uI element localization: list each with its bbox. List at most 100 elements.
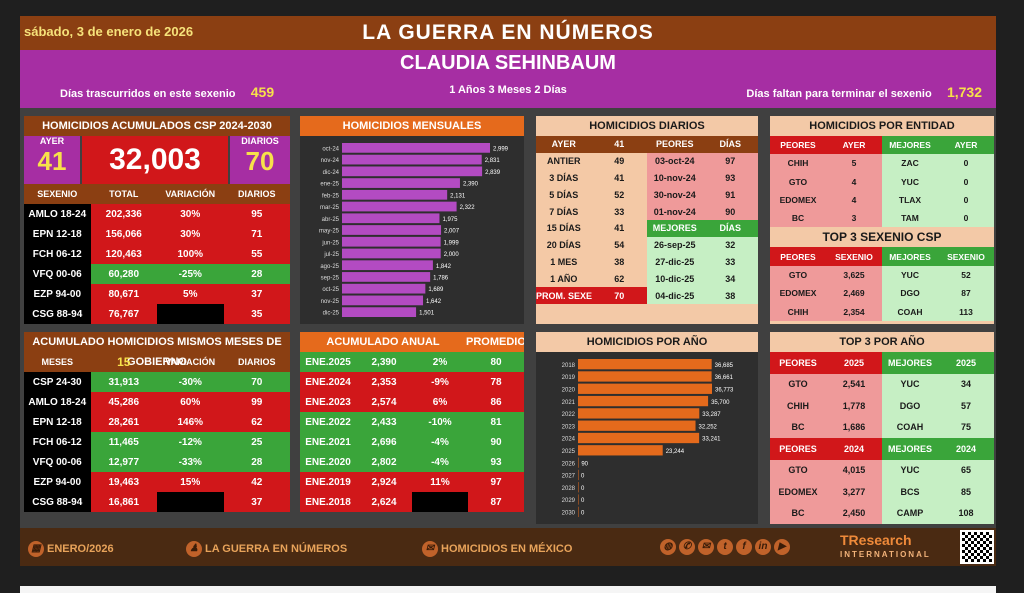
cell: BC [770, 502, 826, 524]
table-row: 15 DÍAS 41 MEJORES DÍAS [536, 219, 758, 237]
cell: TLAX [882, 190, 938, 210]
cell: CHIH [770, 302, 826, 321]
cell: VFQ 00-06 [24, 452, 91, 472]
bar [342, 283, 426, 294]
bar [578, 383, 712, 394]
qr-code-icon[interactable] [960, 530, 994, 564]
facebook-icon[interactable]: f [736, 539, 752, 555]
bar [342, 272, 431, 282]
cell: 95 [223, 204, 290, 224]
anual-panel: ACUMULADO ANUAL PROMEDIO ENE.2025 2,390 2%… [300, 332, 524, 524]
cell: ENE.2023 [300, 392, 356, 412]
data-label: 0 [581, 486, 585, 492]
cell: 45,286 [90, 392, 157, 412]
table-row: BC 2,450 CAMP 108 [770, 502, 994, 524]
table-row: CHIH 1,778 DGO 57 [770, 395, 994, 417]
tick-label: jun-25 [321, 240, 339, 246]
bar [342, 178, 460, 188]
cell: 81 [468, 412, 524, 432]
cell: FCH 06-12 [24, 244, 91, 264]
table-row: VFQ 00-06 12,977 -33% 28 [24, 452, 290, 472]
tick-label: 2029 [562, 498, 576, 504]
cell: 38 [591, 253, 647, 271]
por-anio-title: HOMICIDIOS POR AÑO [536, 332, 758, 352]
top3-anio-table: PEORES 2025 MEJORES 2025 GTO 2,541 YUC 34 CHIH 1,… [770, 352, 994, 524]
ayer-label: AYER [39, 136, 65, 146]
meses-value: 15 [90, 352, 157, 372]
tick-label: abr-25 [322, 217, 340, 223]
cell: 35 [223, 304, 290, 324]
twitter-icon[interactable]: t [717, 539, 733, 555]
col-header: SEXENIO [826, 247, 882, 266]
data-label: 2,831 [485, 158, 501, 164]
cell: 70 [223, 372, 290, 392]
bar [342, 248, 441, 259]
bar [578, 395, 709, 407]
tick-label: 2019 [562, 375, 576, 381]
linkedin-icon[interactable]: in [755, 539, 771, 555]
cell: 52 [591, 186, 647, 204]
data-label: 1,975 [442, 217, 458, 223]
tick-label: 2021 [562, 400, 576, 406]
table-row: EPN 12-18 156,066 30% 71 [24, 224, 290, 244]
data-label: 90 [581, 461, 588, 467]
tick-label: oct-25 [322, 287, 339, 293]
web-icon[interactable]: ◍ [660, 539, 676, 555]
cell: EPN 12-18 [24, 224, 91, 244]
cell: 12,977 [90, 452, 157, 472]
cell: BC [770, 416, 826, 438]
cell: CHIH [770, 395, 826, 417]
data-label: 32,252 [699, 424, 718, 430]
elapsed-value: 459 [250, 84, 275, 100]
col-header: MEJORES [882, 438, 938, 460]
cell: 37 [223, 492, 290, 512]
cell: 2,696 [356, 432, 412, 452]
bar [342, 225, 442, 235]
cell: 71 [223, 224, 290, 244]
cell: 2,574 [356, 392, 412, 412]
cell: 19,463 [90, 472, 157, 492]
cell: 87 [468, 492, 524, 512]
col-header: DÍAS [702, 219, 758, 237]
mail-icon[interactable]: ✉ [698, 539, 714, 555]
cell: 146% [157, 412, 224, 432]
cell: ANTIER [536, 152, 592, 170]
cell: 1 MES [536, 253, 592, 271]
col-header: PEORES [647, 136, 703, 153]
cell: 4,015 [826, 459, 882, 481]
cell: 2,390 [356, 352, 412, 372]
cell: 2,353 [356, 372, 412, 392]
cell: 52 [938, 265, 994, 285]
cell: GTO [770, 373, 826, 395]
youtube-icon[interactable]: ▶ [774, 539, 790, 555]
data-label: 2,007 [444, 229, 460, 235]
cell: 86 [468, 392, 524, 412]
cell: 80,671 [90, 284, 157, 304]
col-header: VARIACIÓN [157, 352, 224, 372]
cell: 156,066 [90, 224, 157, 244]
col-header: MESES [24, 352, 91, 372]
entidad-panel: HOMICIDIOS POR ENTIDAD PEORES AYER MEJORES… [770, 116, 994, 324]
data-label: 33,287 [702, 412, 721, 418]
anual-table: ENE.2025 2,390 2% 80 ENE.2024 2,353 -9% 78 ENE.2… [300, 352, 524, 512]
cell: 3,625 [826, 265, 882, 285]
tick-label: sep-25 [321, 276, 340, 282]
phone-icon[interactable]: ✆ [679, 539, 695, 555]
data-label: 2,839 [485, 170, 501, 176]
calendar-icon: ▦ [28, 541, 44, 557]
acumulados-summary: AYER 41 32,003 DIARIOS 70 [24, 136, 290, 184]
acumulados-title: HOMICIDIOS ACUMULADOS CSP 2024-2030 [24, 116, 290, 136]
cell [157, 492, 224, 512]
table-row: EPN 12-18 28,261 146% 62 [24, 412, 290, 432]
remaining-value: 1,732 [946, 84, 982, 100]
cell: 60% [157, 392, 224, 412]
acumulados-panel: HOMICIDIOS ACUMULADOS CSP 2024-2030 AYER… [24, 116, 290, 324]
cell: 0 [938, 172, 994, 191]
table-row: PEORES AYER MEJORES AYER [770, 136, 994, 155]
footer-brand-title: ♟ LA GUERRA EN NÚMEROS [186, 541, 347, 557]
footer-subtitle: HOMICIDIOS EN MÉXICO [441, 542, 573, 555]
tick-label: 2027 [562, 474, 576, 480]
table-row: 5 DÍAS 52 30-nov-24 91 [536, 186, 758, 204]
mismos-meses-panel: ACUMULADO HOMICIDIOS MISMOS MESES DE GOB… [24, 332, 290, 524]
